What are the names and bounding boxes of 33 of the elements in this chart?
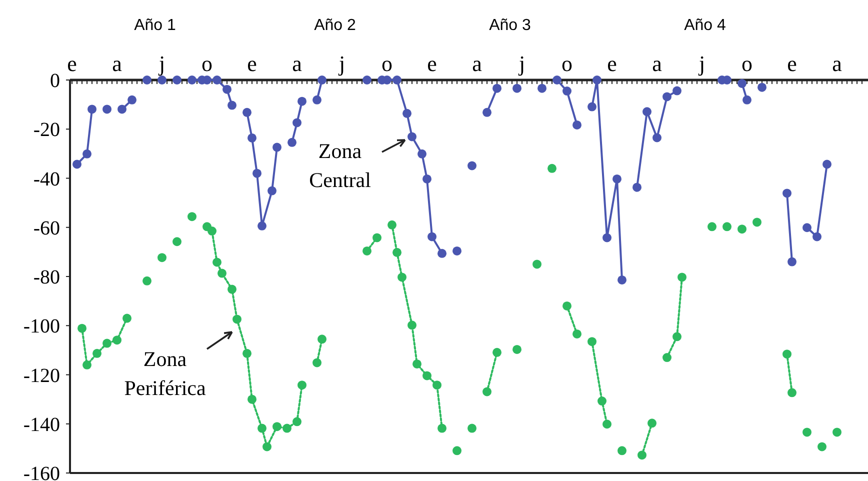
y-tick-label: 0 — [50, 70, 60, 92]
y-tick-label: -160 — [23, 463, 60, 481]
text: Año 2 — [314, 17, 356, 34]
annotation: Zona Periférica — [124, 347, 206, 400]
x-tick-label: j — [518, 51, 526, 76]
x-tick-label: a — [832, 51, 842, 76]
annotation: Zona Central — [309, 139, 372, 192]
y-tick-label: -80 — [33, 266, 60, 288]
x-tick-label: e — [607, 51, 617, 76]
x-tick-label: o — [202, 51, 212, 76]
text: Año 1 — [134, 17, 176, 34]
y-tick-label: -20 — [33, 119, 60, 142]
y-tick-label: -60 — [33, 217, 60, 240]
x-tick-label: e — [427, 51, 437, 76]
x-tick-label: o — [562, 51, 572, 76]
x-tick-label: a — [112, 51, 122, 76]
x-tick-label: o — [742, 51, 752, 76]
x-tick-label: j — [698, 51, 706, 76]
x-tick-label: e — [787, 51, 797, 76]
x-tick-label: j — [338, 51, 346, 76]
y-tick-label: -100 — [23, 316, 60, 338]
x-tick-label: a — [292, 51, 302, 76]
y-tick-label: -40 — [33, 168, 60, 190]
x-tick-label: a — [472, 51, 482, 76]
y-tick-label: -140 — [23, 414, 60, 436]
x-tick-label: o — [382, 51, 392, 76]
x-tick-label: j — [158, 51, 166, 76]
text: Año 3 — [489, 17, 532, 34]
x-tick-label: e — [67, 51, 77, 76]
x-tick-label: e — [247, 51, 257, 76]
y-tick-label: -120 — [23, 364, 60, 387]
text: Año 4 — [684, 17, 726, 34]
x-tick-label: a — [652, 51, 662, 76]
